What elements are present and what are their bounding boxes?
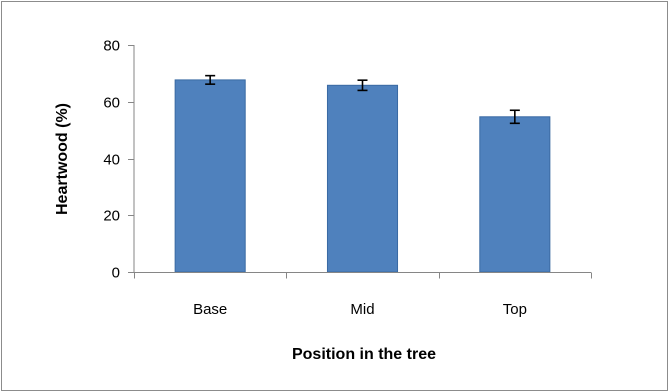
- error-bar-base: [205, 74, 216, 85]
- x-tick-label-base: Base: [193, 301, 227, 318]
- y-axis: 0 20 40 60 80: [103, 38, 135, 282]
- bar-mid: [326, 84, 399, 273]
- bar-top: [479, 116, 551, 273]
- error-bar-top: [509, 109, 520, 125]
- y-tick-label: 60: [103, 95, 120, 112]
- x-tick-label-top: Top: [503, 301, 527, 318]
- error-bar-mid: [357, 79, 368, 92]
- bars: [174, 79, 551, 273]
- error-bars: [205, 74, 520, 125]
- y-axis-title: Heartwood (%): [54, 103, 71, 215]
- x-axis: Base Mid Top: [134, 272, 592, 318]
- y-tick-label: 80: [103, 38, 120, 55]
- bar-base: [174, 79, 246, 273]
- y-tick-label: 20: [103, 208, 120, 225]
- x-axis-title: Position in the tree: [292, 346, 436, 363]
- y-tick-label: 40: [103, 152, 120, 169]
- y-tick-label: 0: [112, 265, 120, 282]
- x-tick-label-mid: Mid: [350, 301, 374, 318]
